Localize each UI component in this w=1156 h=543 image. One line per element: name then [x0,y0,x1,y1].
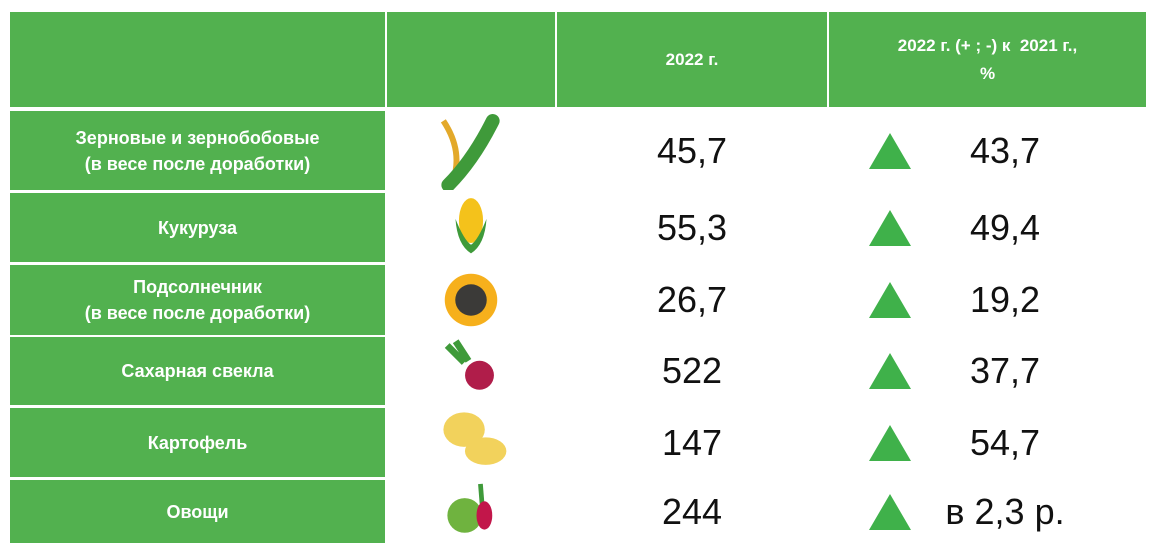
crop-icon [440,113,500,190]
change: 19,2 [969,279,1041,320]
row-name: Кукуруза [10,193,385,262]
header-cell: 2022 г. (+ ; -) к 2021 г.,% [829,12,1146,107]
row-name: Овощи [10,480,385,543]
up-triangle [868,492,912,532]
row-name-line: Подсолнечник [133,277,262,297]
row-name: Зерновые и зернобобовые (в весе после дор… [10,111,385,190]
header-text: 2022 г. [665,49,719,69]
crop-icon [444,339,494,390]
value: 522 [661,350,723,391]
crop-icon [447,483,493,533]
row-name-line: Кукуруза [157,217,238,238]
triangle [869,132,911,169]
crop-icon [444,273,498,327]
up-triangle [868,351,912,391]
header-cell [10,12,385,107]
icon [387,337,555,405]
row-name: Сахарная свекла [10,337,385,405]
up-triangle [868,208,912,248]
change: 37,7 [969,350,1041,391]
value: 26,7 [656,279,728,320]
row-name-line: Картофель [147,432,248,453]
icon [387,193,555,262]
triangle [869,353,911,389]
icon [387,265,555,335]
crop-icon [443,412,507,465]
up-triangle [868,131,912,171]
triangle [869,493,911,530]
row-name-line: (в весе после доработки) [84,303,311,323]
change: 54,7 [969,421,1041,463]
value: 55,3 [656,206,728,248]
triangle [869,209,911,246]
header-cell [387,12,555,107]
change: 49,4 [969,206,1041,248]
icon [387,111,555,190]
header-cell: 2022 г. [557,12,827,107]
row-name-line: (в весе после доработки) [84,153,311,174]
header-text: 2022 г. (+ ; -) к 2021 г., [897,35,1078,55]
header-text: % [979,63,996,83]
change: 43,7 [969,129,1041,171]
row-name: Картофель [10,408,385,477]
value: 244 [661,490,723,532]
icon [387,408,555,477]
icon [387,480,555,543]
triangle [869,424,911,461]
value: 147 [661,421,723,463]
value: 45,7 [656,129,728,171]
triangle [869,282,911,318]
up-triangle [868,423,912,463]
row-name: Подсолнечник (в весе после доработки) [10,265,385,335]
crop-icon [455,198,487,254]
row-name-line: Сахарная свекла [121,361,274,381]
up-triangle [868,280,912,320]
row-name-line: Овощи [166,501,229,522]
row-name-line: Зерновые и зернобобовые [75,127,320,148]
change: в 2,3 р. [945,490,1065,532]
